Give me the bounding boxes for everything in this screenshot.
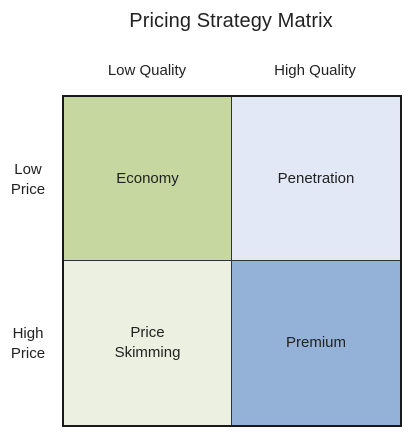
row-label-low-price: Low Price [10, 161, 46, 198]
cell-penetration: Penetration [232, 97, 400, 261]
cell-price-skimming: Price Skimming [64, 261, 232, 425]
pricing-matrix-grid: Economy Penetration Price Skimming Premi… [62, 95, 402, 427]
diagram-title: Pricing Strategy Matrix [129, 10, 333, 32]
cell-economy: Economy [64, 97, 232, 261]
column-label-low-quality: Low Quality [107, 62, 187, 79]
cell-premium: Premium [232, 261, 400, 425]
row-label-high-price: High Price [10, 325, 46, 362]
column-label-high-quality: High Quality [274, 62, 356, 79]
